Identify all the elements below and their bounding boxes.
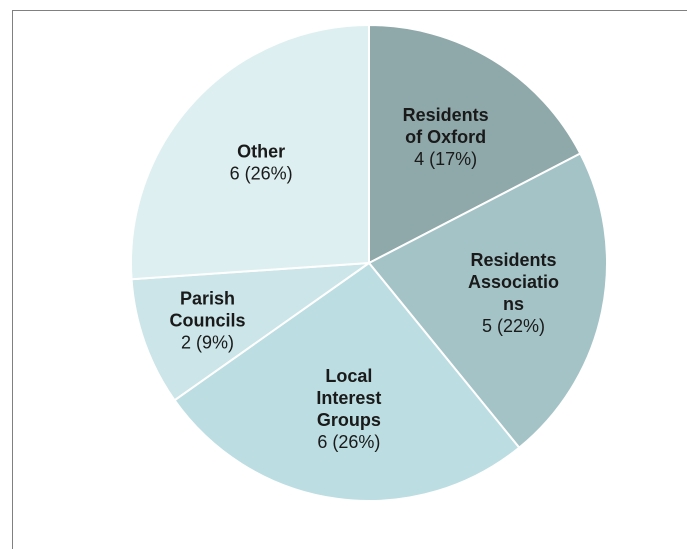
pie-slice [367, 152, 608, 450]
pie-slice [130, 261, 373, 402]
slice-category-label: Interest [316, 388, 381, 408]
slice-category-label: Associatio [468, 272, 559, 292]
pie-slice [368, 23, 582, 265]
pie-slice [130, 23, 370, 281]
chart-frame [12, 10, 687, 549]
slice-value-label: 6 (26%) [230, 163, 293, 183]
slice-category-label: Other [237, 141, 285, 161]
pie-slice [173, 261, 521, 502]
slice-value-label: 4 (17%) [414, 149, 477, 169]
slice-category-label: ns [503, 294, 524, 314]
slice-category-label: Councils [170, 310, 246, 330]
slice-category-label: Parish [180, 288, 235, 308]
slice-value-label: 6 (26%) [317, 432, 380, 452]
slice-value-label: 2 (9%) [181, 332, 234, 352]
slice-category-label: of Oxford [405, 127, 486, 147]
slice-category-label: Residents [470, 250, 556, 270]
slice-category-label: Groups [317, 410, 381, 430]
slice-value-label: 5 (22%) [482, 316, 545, 336]
slice-category-label: Local [325, 366, 372, 386]
slice-category-label: Residents [403, 105, 489, 125]
